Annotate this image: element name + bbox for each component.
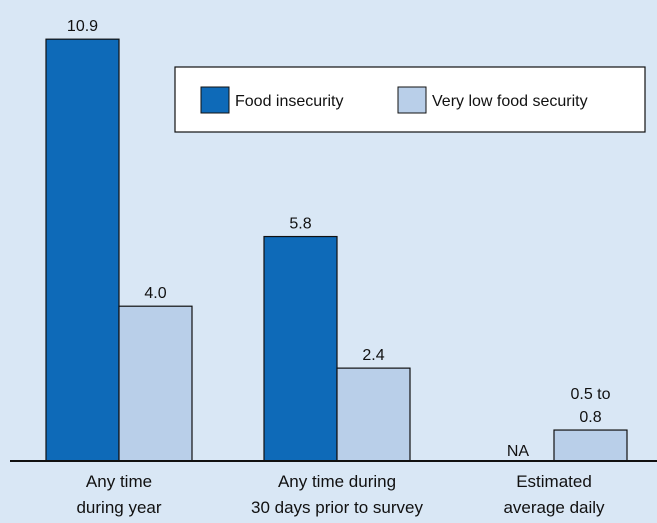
legend-swatch-food-insecurity: [200, 86, 230, 114]
category-labels-layer: Any time during year Any time during 30 day…: [76, 472, 605, 517]
category-label-1-line1: 30 days prior to survey: [251, 498, 423, 517]
bar-very-low-food-security-2: [553, 429, 628, 462]
data-labels-layer: 10.9 5.8 NA 4.0 2.4 0.5 to 0.8: [67, 18, 611, 460]
bar-very-low-food-security-0: [118, 305, 193, 462]
category-label-0-line0: Any time: [86, 472, 152, 491]
legend: Food insecurity Very low food security: [174, 66, 646, 133]
legend-label-food-insecurity: Food insecurity: [235, 93, 344, 110]
data-label-food-insecurity-2: NA: [507, 443, 530, 460]
data-label-very-low-food-security-1: 2.4: [362, 347, 384, 364]
bars-layer: [45, 38, 628, 462]
legend-swatch-very-low-food-security: [397, 86, 427, 114]
bar-food-insecurity-1: [263, 235, 338, 462]
data-label-very-low-food-security-0: 4.0: [144, 285, 166, 302]
data-label-food-insecurity-1: 5.8: [289, 216, 311, 233]
category-label-1-line0: Any time during: [278, 472, 396, 491]
data-label-very-low-food-security-2-line0: 0.5 to: [570, 386, 610, 403]
category-label-2-line1: average daily: [503, 498, 605, 517]
bar-food-insecurity-0: [45, 38, 120, 462]
data-label-food-insecurity-0: 10.9: [67, 18, 98, 35]
bar-very-low-food-security-1: [336, 367, 411, 462]
data-label-very-low-food-security-2-line1: 0.8: [579, 409, 601, 426]
legend-label-very-low-food-security: Very low food security: [432, 93, 588, 110]
category-label-2-line0: Estimated: [516, 472, 592, 491]
category-label-0-line1: during year: [76, 498, 161, 517]
